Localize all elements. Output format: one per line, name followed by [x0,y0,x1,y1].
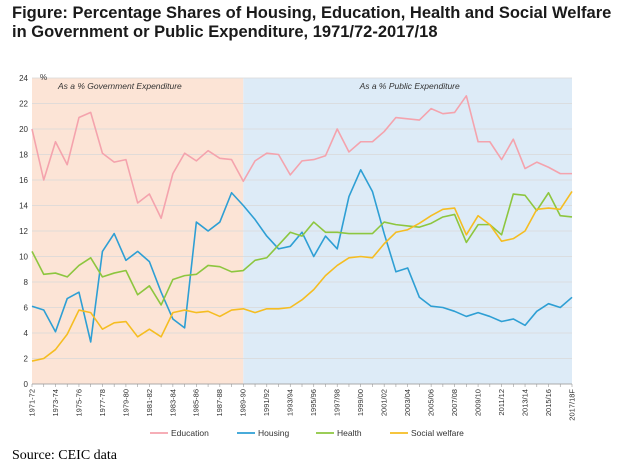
y-tick-label: 12 [19,227,28,236]
x-tick-label: 1997/98 [333,389,342,416]
x-tick-label: 2003/04 [403,389,412,416]
chart-title: Figure: Percentage Shares of Housing, Ed… [12,4,612,41]
x-tick-label: 1979-80 [121,389,130,417]
x-tick-label: 1985-86 [192,389,201,417]
y-tick-label: 2 [24,355,29,364]
x-tick-label: 1971-72 [27,389,36,417]
y-tick-label: 22 [19,100,28,109]
legend: Education Housing Health Social welfare [150,428,464,438]
x-tick-label: 2009/10 [473,389,482,416]
x-tick-label: 1993/94 [286,389,295,416]
series-line-housing [31,169,573,343]
region-label: As a % Government Expenditure [57,81,182,91]
series-lines [31,95,573,362]
y-tick-label: 8 [24,278,29,287]
x-tick-label: 2017/18F [567,389,576,421]
y-axis-label: % [40,73,47,82]
series-line-social-welfare [31,191,573,362]
y-tick-label: 0 [24,380,29,389]
x-tick-label: 2015/16 [544,389,553,416]
y-tick-label: 18 [19,151,28,160]
x-tick-label: 1973-74 [51,389,60,417]
x-tick-label: 1977-78 [98,389,107,417]
legend-label-housing: Housing [258,428,289,438]
series-line-health [31,191,573,306]
x-tick-label: 1995/96 [309,389,318,416]
x-tick-label: 1983-84 [168,389,177,417]
x-tick-label: 2007/08 [450,389,459,416]
x-tick-label: 2001/02 [380,389,389,416]
y-tick-label: 20 [19,125,28,134]
series-line-education [31,95,572,220]
legend-label-social-welfare: Social welfare [411,428,464,438]
source-note: Source: CEIC data [12,448,117,463]
y-tick-label: 4 [24,329,29,338]
y-tick-label: 24 [19,74,28,83]
x-tick-label: 1987-88 [215,389,224,417]
y-tick-label: 14 [19,202,28,211]
x-tick-label: 2011/12 [497,389,506,416]
x-tick-label: 1975-76 [74,389,83,417]
region-label: As a % Public Expenditure [359,81,460,91]
legend-label-health: Health [337,428,362,438]
y-tick-label: 6 [24,304,29,313]
x-tick-label: 2013/14 [520,389,529,416]
y-tick-label: 10 [19,253,28,262]
x-tick-label: 1981-82 [145,389,154,417]
x-tick-label: 1991/92 [262,389,271,416]
x-tick-label: 1999/00 [356,389,365,416]
legend-label-education: Education [171,428,209,438]
x-tick-label: 1989-90 [239,389,248,417]
x-tick-label: 2005/06 [427,389,436,416]
y-tick-label: 16 [19,176,28,185]
